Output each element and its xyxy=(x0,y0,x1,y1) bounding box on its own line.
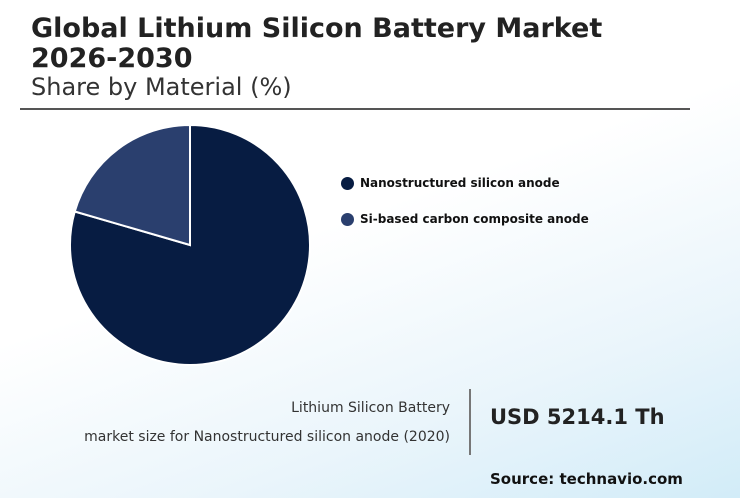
pie-slice-si-based-carbon-composite-anode xyxy=(73,123,191,247)
legend-label-si-carbon: Si-based carbon composite anode xyxy=(360,212,589,226)
title-divider xyxy=(20,108,690,110)
info-label-line2: market size for Nanostructured silicon a… xyxy=(84,429,450,445)
chart-legend: Nanostructured silicon anode Si-based ca… xyxy=(341,174,589,246)
info-label-line1: Lithium Silicon Battery xyxy=(291,400,450,416)
legend-item-si-carbon: Si-based carbon composite anode xyxy=(341,210,589,228)
legend-swatch-si-carbon xyxy=(341,212,354,226)
source-credit: Source: technavio.com xyxy=(490,470,683,488)
legend-item-nanostructured: Nanostructured silicon anode xyxy=(341,174,589,192)
chart-subtitle: Share by Material (%) xyxy=(31,73,292,101)
legend-swatch-nanostructured xyxy=(341,176,354,190)
info-divider xyxy=(469,389,471,455)
market-size-value: USD 5214.1 Th xyxy=(490,405,665,429)
legend-label-nanostructured: Nanostructured silicon anode xyxy=(360,176,560,190)
chart-title: Global Lithium Silicon Battery Market 20… xyxy=(31,13,603,74)
